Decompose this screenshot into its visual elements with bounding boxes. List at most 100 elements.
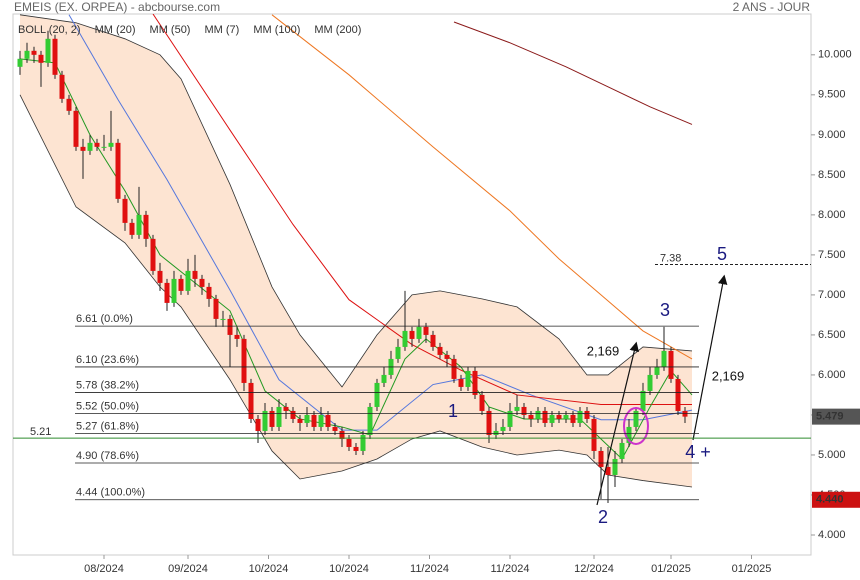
candle-body [17,58,23,67]
candle-body [38,54,44,63]
x-tick-label: 09/2024 [168,563,208,575]
candle-body [409,330,415,339]
candle-body [213,298,219,319]
candle-body [430,334,436,347]
y-tick-label: 9.500 [818,89,846,101]
annotation: 2 [598,507,608,527]
candle-body [206,286,212,299]
candle-body [353,446,359,451]
x-tick-label: 10/2024 [249,563,289,575]
candle-body [500,426,506,431]
candle-body [556,414,562,419]
candle-body [248,382,254,419]
candle-body [584,410,590,419]
y-tick-label: 8.500 [818,169,846,181]
low-price-label: 4.440 [816,494,844,506]
candle-body [542,410,548,423]
candle-body [514,406,520,411]
annotation: 2,169 [712,368,745,383]
moving-average [68,14,693,431]
candle-body [395,346,401,359]
candle-body [185,270,191,291]
moving-average [271,14,693,360]
fibonacci-label: 5.78 (38.2%) [76,379,139,391]
y-tick-label: 9.000 [818,129,846,141]
candle-body [675,378,681,411]
projection-arrow [692,274,728,441]
moving-average [453,21,693,125]
candle-body [507,410,513,427]
fibonacci-label: 5.52 (50.0%) [76,400,139,412]
candle-body [94,142,100,147]
plot-layer [17,14,693,503]
candle-body [255,418,261,431]
candle-body [486,410,492,435]
candle-body [493,430,499,435]
candle-body [31,50,37,55]
candle-body [192,270,198,279]
period-label: 2 ANS - JOUR [733,0,811,14]
fibonacci-label: 4.90 (78.6%) [76,450,139,462]
legend-entry: MM (20) [95,24,136,36]
candle-body [619,442,625,459]
fibonacci-label: 4.44 (100.0%) [76,487,145,499]
candle-body [605,466,611,475]
legend-entry: MM (100) [253,24,300,36]
candle-body [661,350,667,367]
legend-entry: MM (200) [314,24,361,36]
y-tick-label: 7.000 [818,289,846,301]
candle-body [402,330,408,347]
candle-body [374,382,380,407]
y-tick-label: 6.500 [818,329,846,341]
candle-body [346,438,352,447]
y-tick-label: 6.000 [818,369,846,381]
projection-arrow [596,341,639,506]
candle-body [332,426,338,431]
y-tick-label: 7.500 [818,249,846,261]
candle-body [115,142,121,199]
last-price-box [812,408,860,425]
candle-body [143,214,149,239]
x-tick-label: 11/2024 [491,563,530,575]
candle-body [472,370,478,395]
candle-body [52,38,58,75]
bollinger-upper [19,14,693,388]
candle-body [87,142,93,151]
candle-body [136,214,142,235]
candle-body [73,110,79,147]
candle-body [612,458,618,475]
annotation: 1 [448,401,458,421]
overlay-layer: 6.61 (0.0%) 6.10 (23.6%) 5.78 (38.2%) 5.52 … [13,244,811,527]
annotation: 2,169 [587,343,620,358]
x-tick-label: 11/2024 [410,563,449,575]
candle-body [591,418,597,451]
x-tick-label: 01/2025 [732,563,772,575]
candle-body [269,410,275,427]
x-tick-label: 12/2024 [574,563,614,575]
candle-body [367,406,373,435]
candle-body [647,374,653,391]
y-tick-label: 4.000 [818,529,846,541]
annotation: 5 [717,244,727,264]
candle-body [276,406,282,427]
x-tick-label: 01/2025 [651,563,691,575]
candle-body [59,74,65,99]
fibonacci-label: 5.27 (61.8%) [76,420,139,432]
candle-body [101,146,107,148]
candle-body [381,374,387,383]
last-price-label: 5.479 [816,411,844,423]
x-tick-label: 10/2024 [329,563,369,575]
candle-body [220,318,226,320]
bollinger-fill [20,14,692,487]
y-tick-label: 5.000 [818,449,846,461]
candle-body [234,334,240,339]
highlight-circle [623,407,649,445]
fibonacci-label: 6.61 (0.0%) [76,313,133,325]
candle-body [150,238,156,271]
candle-body [577,410,583,423]
y-tick-label: 10.000 [818,49,852,61]
candle-body [129,222,135,235]
candle-body [437,346,443,355]
candle-body [318,414,324,427]
candle-body [339,430,345,439]
